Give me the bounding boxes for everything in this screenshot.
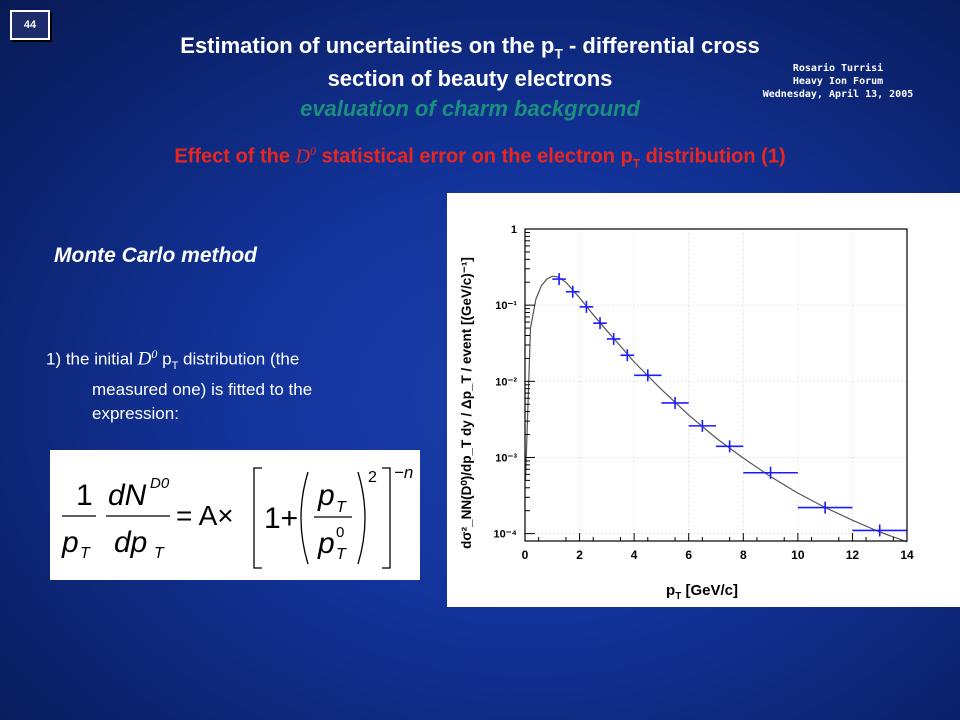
author: Rosario Turrisi <box>792 63 884 74</box>
formula-p-den-sub: T <box>336 546 347 563</box>
y-axis-label: dσ²_NN(D⁰)/dp_T dy / Δp_T / event [(GeV/… <box>459 257 474 549</box>
step1-mid: p <box>157 349 172 369</box>
x-tick-label: 4 <box>631 548 638 562</box>
chart-grid <box>524 228 908 541</box>
title-line-2: section of beauty electrons <box>327 66 613 91</box>
step1-d0: D <box>137 348 152 370</box>
x-tick-label: 12 <box>846 548 860 562</box>
title-text-a: Estimation of uncertainties on the p <box>180 33 555 58</box>
formula-pt-den: p <box>61 526 79 559</box>
x-tick-label: 8 <box>740 548 747 562</box>
data-point <box>688 419 716 432</box>
fit-formula: 1 p T dN D0 dp T = A× 1+ p T p 0 T 2 −n <box>50 450 420 580</box>
date: Wednesday, April 13, 2005 <box>762 89 914 100</box>
step1-line3: expression: <box>92 404 179 424</box>
fit-curve-line <box>524 275 908 543</box>
data-point <box>852 524 907 537</box>
formula-dpt: dp <box>114 526 147 559</box>
formula-bracket-one: 1+ <box>264 502 298 535</box>
data-point <box>552 273 566 286</box>
y-tick-label: 10⁻³ <box>495 452 517 464</box>
formula-eq-a: = A× <box>176 500 234 531</box>
chart-ticks: 0 2 4 6 8 10 12 14 10⁻⁴ 10⁻³ 10⁻² 10⁻¹ 1 <box>494 224 914 562</box>
subtitle-pre: Effect of the <box>174 145 296 168</box>
title-line-3: evaluation of charm background <box>300 96 640 121</box>
data-points <box>552 273 907 537</box>
formula-p-den-sup: 0 <box>336 524 344 541</box>
formula-dpt-sub: T <box>154 545 165 562</box>
data-point <box>565 285 580 298</box>
formula-svg: 1 p T dN D0 dp T = A× 1+ p T p 0 T 2 −n <box>61 463 413 569</box>
title-subscript: T <box>554 45 563 62</box>
slide-number: 44 <box>23 19 37 31</box>
formula-one: 1 <box>76 479 93 512</box>
step1-sub: T <box>171 360 179 373</box>
slide-subtitle: Effect of the D0 statistical error on th… <box>60 144 900 171</box>
formula-neg-n: −n <box>394 463 413 482</box>
y-tick-label: 1 <box>511 224 517 236</box>
subtitle-d0-sup: 0 <box>309 144 316 158</box>
formula-p-den: p <box>317 527 335 560</box>
title-text-b: - differential cross <box>562 33 760 58</box>
data-point <box>606 332 621 345</box>
step1-line2: measured one) is fitted to the <box>92 380 313 400</box>
subtitle-sub: T <box>632 156 641 171</box>
formula-dn: dN <box>108 479 147 512</box>
title-line-1: Estimation of uncertainties on the pT - … <box>60 33 880 61</box>
formula-p-num-sub: T <box>336 499 347 516</box>
formula-d0-sup: D0 <box>150 475 170 492</box>
step-1-text: 1) the initial D0 pT distribution (the m… <box>46 342 426 426</box>
x-axis-label: pT [GeV/c] <box>666 582 738 602</box>
x-tick-label: 0 <box>522 548 529 562</box>
formula-pt-den-sub: T <box>80 545 91 562</box>
x-tick-label: 6 <box>685 548 692 562</box>
event: Heavy Ion Forum <box>792 76 884 87</box>
subtitle-mid: statistical error on the electron p <box>315 145 633 168</box>
y-tick-label: 10⁻⁴ <box>494 529 517 541</box>
subtitle-post: distribution (1) <box>640 145 786 168</box>
formula-square: 2 <box>368 469 377 486</box>
x-tick-label: 14 <box>900 548 914 562</box>
data-point <box>661 396 689 409</box>
subtitle-d0: D <box>295 145 310 168</box>
presentation-meta: Rosario Turrisi Heavy Ion Forum Wednesda… <box>748 62 928 101</box>
data-point <box>620 349 635 362</box>
slide-number-badge: 44 <box>10 10 50 40</box>
fit-curve <box>524 275 908 543</box>
plot-frame <box>524 228 908 542</box>
chart-axes <box>524 228 908 542</box>
data-point <box>743 466 798 479</box>
x-tick-label: 2 <box>576 548 583 562</box>
formula-p-num: p <box>317 479 335 512</box>
data-point <box>634 369 662 382</box>
method-heading: Monte Carlo method <box>54 244 257 267</box>
x-tick-label: 10 <box>791 548 805 562</box>
data-point <box>716 440 744 453</box>
y-tick-label: 10⁻¹ <box>495 300 517 312</box>
step1-pre: 1) the initial <box>46 349 138 369</box>
step1-line1-end: distribution (the <box>178 349 300 369</box>
step1-d0-sup: 0 <box>151 347 158 361</box>
data-point <box>579 300 594 313</box>
data-point <box>593 317 607 330</box>
y-tick-label: 10⁻² <box>495 376 517 388</box>
d0-pt-spectrum-chart: 0 2 4 6 8 10 12 14 10⁻⁴ 10⁻³ 10⁻² 10⁻¹ 1 pT [GeV/c] … <box>447 193 960 607</box>
data-point <box>797 501 853 514</box>
